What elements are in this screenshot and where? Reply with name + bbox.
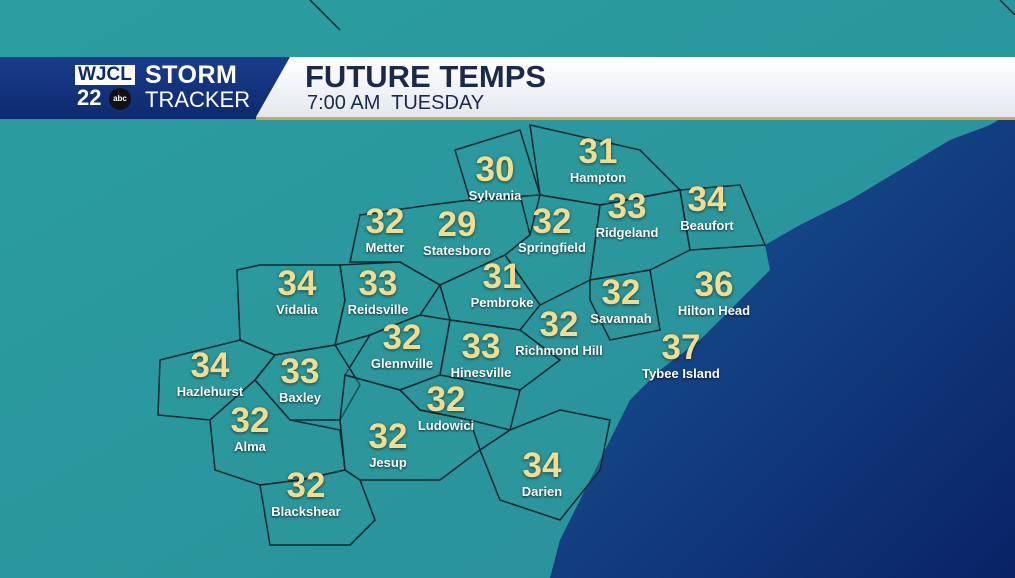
city-temp: 29 Statesboro bbox=[387, 205, 527, 259]
temperature-value: 32 bbox=[365, 202, 405, 241]
city-temp: 31 Hampton bbox=[528, 132, 668, 186]
temperature-value: 33 bbox=[607, 187, 647, 226]
storm-text: STORM bbox=[145, 61, 238, 89]
temperature-value: 36 bbox=[694, 265, 734, 304]
ocean bbox=[550, 110, 1015, 578]
city-temp: 34 Hazlehurst bbox=[140, 346, 280, 400]
temperature-value: 32 bbox=[368, 417, 408, 456]
city-name: Metter bbox=[365, 240, 405, 255]
city-temp: 32 Glennville bbox=[332, 318, 472, 372]
city-name: Jesup bbox=[369, 455, 407, 470]
city-temp: 32 Savannah bbox=[551, 273, 691, 327]
title-box bbox=[256, 57, 1015, 117]
temperature-value: 37 bbox=[661, 328, 701, 367]
city-temp: 37 Tybee Island bbox=[611, 328, 751, 382]
city-temp: 36 Hilton Head bbox=[644, 265, 784, 319]
header-banner: WJCL 22 abc STORM TRACKER FUTURE TEMPS 7… bbox=[0, 57, 1015, 121]
temperature-value: 30 bbox=[475, 150, 515, 189]
city-temp: 32 Alma bbox=[180, 401, 320, 455]
tracker-text: TRACKER bbox=[145, 87, 251, 112]
temperature-value: 33 bbox=[461, 327, 501, 366]
city-name: Vidalia bbox=[276, 302, 318, 317]
city-name: Baxley bbox=[279, 390, 321, 405]
city-name: Ludowici bbox=[417, 418, 475, 433]
city-temp: 33 Baxley bbox=[230, 352, 370, 406]
page-title: FUTURE TEMPS bbox=[305, 59, 547, 94]
city-name: Savannah bbox=[590, 311, 652, 326]
city-temp: 32 Ludowici bbox=[376, 380, 516, 434]
temperature-value: 31 bbox=[482, 257, 522, 296]
city-name: Richmond Hill bbox=[515, 343, 603, 358]
city-temp: 32 Springfield bbox=[482, 202, 622, 256]
city-temp: 34 Vidalia bbox=[227, 264, 367, 318]
city-name: Reidsville bbox=[347, 302, 409, 317]
city-name: Hilton Head bbox=[677, 303, 751, 318]
station-logo: WJCL 22 abc STORM TRACKER bbox=[0, 57, 290, 119]
temperature-value: 33 bbox=[280, 352, 320, 391]
city-temp: 32 Jesup bbox=[318, 417, 458, 471]
city-name: Alma bbox=[234, 439, 266, 454]
temperature-value: 32 bbox=[230, 401, 270, 440]
city-name: Hazlehurst bbox=[176, 384, 244, 399]
city-name: Blackshear bbox=[271, 504, 341, 519]
temperature-value: 34 bbox=[687, 180, 727, 219]
city-name: Hinesville bbox=[450, 365, 512, 380]
temperature-value: 34 bbox=[190, 346, 230, 385]
city-name: Tybee Island bbox=[642, 366, 720, 381]
channel-number: 22 bbox=[77, 85, 102, 110]
city-temp: 30 Sylvania bbox=[425, 150, 565, 204]
city-temp: 32 Richmond Hill bbox=[489, 305, 629, 359]
city-temp: 33 Ridgeland bbox=[557, 187, 697, 241]
forecast-time: 7:00 AM TUESDAY bbox=[307, 92, 485, 114]
city-name: Statesboro bbox=[423, 243, 491, 258]
temperature-value: 33 bbox=[358, 264, 398, 303]
temperature-value: 32 bbox=[532, 202, 572, 241]
temperature-value: 32 bbox=[382, 318, 422, 357]
city-temp: 33 Hinesville bbox=[411, 327, 551, 381]
station-call-letters: WJCL bbox=[75, 65, 135, 85]
city-name: Hampton bbox=[569, 170, 627, 185]
city-temp: 32 Blackshear bbox=[236, 466, 376, 520]
temperature-value: 32 bbox=[426, 380, 466, 419]
city-temp: 34 Beaufort bbox=[637, 180, 777, 234]
temperature-value: 34 bbox=[277, 264, 317, 303]
city-temp: 31 Pembroke bbox=[432, 257, 572, 311]
city-name: Sylvania bbox=[468, 188, 522, 203]
city-name: Darien bbox=[521, 484, 563, 499]
divider bbox=[256, 117, 1015, 120]
abc-logo-icon: abc bbox=[109, 88, 131, 110]
county-outlines bbox=[157, 124, 767, 546]
temperature-value: 34 bbox=[522, 446, 562, 485]
city-name: Beaufort bbox=[680, 218, 734, 233]
city-temp: 34 Darien bbox=[472, 446, 612, 500]
temperature-value: 32 bbox=[601, 273, 641, 312]
city-temp: 32 Metter bbox=[315, 202, 455, 256]
city-name: Glennville bbox=[370, 356, 434, 371]
city-name: Ridgeland bbox=[595, 225, 659, 240]
temperature-value: 32 bbox=[539, 305, 579, 344]
temperature-value: 32 bbox=[286, 466, 326, 505]
city-name: Springfield bbox=[518, 240, 586, 255]
temperature-value: 29 bbox=[437, 205, 477, 244]
city-temp: 33 Reidsville bbox=[308, 264, 448, 318]
city-name: Pembroke bbox=[470, 295, 534, 310]
temperature-value: 31 bbox=[578, 132, 618, 171]
